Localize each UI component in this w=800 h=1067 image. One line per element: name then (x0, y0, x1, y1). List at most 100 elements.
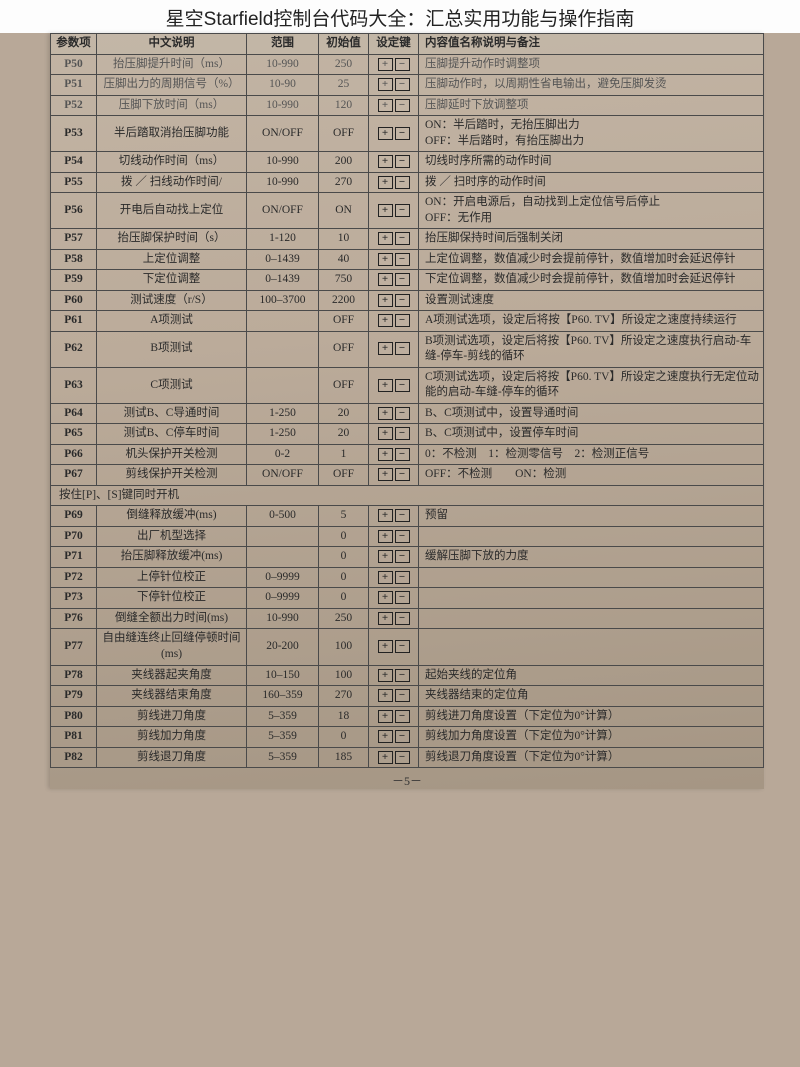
cell-param: P51 (51, 75, 97, 96)
cell-param: P77 (51, 629, 97, 665)
table-row: P52压脚下放时间（ms）10-990120+−压脚延时下放调整项 (51, 95, 764, 116)
cell-param: P79 (51, 686, 97, 707)
table-row: P82剪线退刀角度5–359185+−剪线退刀角度设置（下定位为0°计算） (51, 747, 764, 768)
document-sheet: 参数项 中文说明 范围 初始值 设定键 内容值名称说明与备注 P50抬压脚提升时… (50, 33, 764, 789)
plus-minus-icon: +− (378, 730, 410, 743)
cell-note: 抬压脚保持时间后强制关闭 (419, 229, 764, 250)
cell-key: +− (369, 608, 419, 629)
cell-desc: 测试B、C导通时间 (97, 403, 247, 424)
parameter-table: 参数项 中文说明 范围 初始值 设定键 内容值名称说明与备注 P50抬压脚提升时… (50, 33, 764, 768)
cell-param: P63 (51, 367, 97, 403)
cell-desc: 上定位调整 (97, 249, 247, 270)
cell-note (419, 588, 764, 609)
cell-param: P69 (51, 506, 97, 527)
cell-note (419, 567, 764, 588)
cell-note: 剪线进刀角度设置（下定位为0°计算） (419, 706, 764, 727)
cell-param: P50 (51, 54, 97, 75)
cell-param: P66 (51, 444, 97, 465)
cell-key: +− (369, 526, 419, 547)
plus-minus-icon: +− (378, 689, 410, 702)
cell-init: 120 (319, 95, 369, 116)
cell-range: 1-250 (247, 424, 319, 445)
cell-range: 0-500 (247, 506, 319, 527)
cell-key: +− (369, 95, 419, 116)
cell-note: B、C项测试中，设置导通时间 (419, 403, 764, 424)
plus-minus-icon: +− (378, 509, 410, 522)
cell-note: ON：开启电源后，自动找到上定位信号后停止OFF：无作用 (419, 193, 764, 229)
cell-range: 5–359 (247, 727, 319, 748)
cell-note: 预留 (419, 506, 764, 527)
page-number: －5－ (50, 768, 764, 789)
cell-init: 100 (319, 629, 369, 665)
cell-desc: 夹线器结束角度 (97, 686, 247, 707)
plus-minus-icon: +− (378, 612, 410, 625)
cell-key: +− (369, 270, 419, 291)
cell-init: 100 (319, 665, 369, 686)
cell-init: 20 (319, 424, 369, 445)
cell-init: OFF (319, 311, 369, 332)
table-row: P81剪线加力角度5–3590+−剪线加力角度设置（下定位为0°计算） (51, 727, 764, 748)
cell-init: 2200 (319, 290, 369, 311)
cell-range (247, 331, 319, 367)
plus-minus-icon: +− (378, 253, 410, 266)
cell-note: 设置测试速度 (419, 290, 764, 311)
cell-desc: 出厂机型选择 (97, 526, 247, 547)
plus-minus-icon: +− (378, 427, 410, 440)
cell-desc: A项测试 (97, 311, 247, 332)
plus-minus-icon: +− (378, 591, 410, 604)
cell-param: P72 (51, 567, 97, 588)
cell-note: 切线时序所需的动作时间 (419, 152, 764, 173)
table-row: P72上停针位校正0–99990+− (51, 567, 764, 588)
table-row: P58上定位调整0–143940+−上定位调整，数值减少时会提前停针，数值增加时… (51, 249, 764, 270)
cell-desc: 抬压脚提升时间（ms） (97, 54, 247, 75)
table-row: P71抬压脚释放缓冲(ms)0+−缓解压脚下放的力度 (51, 547, 764, 568)
cell-range (247, 311, 319, 332)
cell-desc: 剪线退刀角度 (97, 747, 247, 768)
cell-note: C项测试选项，设定后将按【P60. TV】所设定之速度执行无定位动能的启动-车缝… (419, 367, 764, 403)
cell-key: +− (369, 152, 419, 173)
cell-param: P58 (51, 249, 97, 270)
cell-param: P53 (51, 116, 97, 152)
cell-desc: 抬压脚保护时间（s） (97, 229, 247, 250)
cell-param: P52 (51, 95, 97, 116)
cell-init: 40 (319, 249, 369, 270)
cell-param: P76 (51, 608, 97, 629)
cell-note: 0：不检测 1：检测零信号 2：检测正信号 (419, 444, 764, 465)
cell-range: 100–3700 (247, 290, 319, 311)
cell-range: ON/OFF (247, 193, 319, 229)
cell-desc: 抬压脚释放缓冲(ms) (97, 547, 247, 568)
cell-range: 10-990 (247, 152, 319, 173)
cell-desc: B项测试 (97, 331, 247, 367)
cell-note: 剪线退刀角度设置（下定位为0°计算） (419, 747, 764, 768)
header-key: 设定键 (369, 34, 419, 55)
cell-desc: 拨 ／ 扫线动作时间/ (97, 172, 247, 193)
cell-desc: 倒缝释放缓冲(ms) (97, 506, 247, 527)
cell-note (419, 629, 764, 665)
cell-param: P71 (51, 547, 97, 568)
table-row: P56开电后自动找上定位ON/OFFON+−ON：开启电源后，自动找到上定位信号… (51, 193, 764, 229)
page-title: 星空Starfield控制台代码大全：汇总实用功能与操作指南 (0, 0, 800, 33)
cell-init: 5 (319, 506, 369, 527)
cell-init: 0 (319, 727, 369, 748)
cell-param: P78 (51, 665, 97, 686)
cell-range: 10-990 (247, 95, 319, 116)
cell-desc: 夹线器起夹角度 (97, 665, 247, 686)
cell-key: +− (369, 367, 419, 403)
cell-range: 20-200 (247, 629, 319, 665)
cell-init: 18 (319, 706, 369, 727)
cell-param: P61 (51, 311, 97, 332)
cell-note (419, 526, 764, 547)
cell-param: P73 (51, 588, 97, 609)
plus-minus-icon: +− (378, 176, 410, 189)
cell-range: 10-90 (247, 75, 319, 96)
table-row: P54切线动作时间（ms）10-990200+−切线时序所需的动作时间 (51, 152, 764, 173)
cell-key: +− (369, 116, 419, 152)
table-row: P69倒缝释放缓冲(ms)0-5005 +− 预留 (51, 506, 764, 527)
cell-key: +− (369, 686, 419, 707)
table-header-row: 参数项 中文说明 范围 初始值 设定键 内容值名称说明与备注 (51, 34, 764, 55)
cell-key: +− (369, 506, 419, 527)
cell-desc: 半后踏取消抬压脚功能 (97, 116, 247, 152)
table-row: P51压脚出力的周期信号（%）10-9025+−压脚动作时，以周期性省电输出，避… (51, 75, 764, 96)
plus-minus-icon: +− (378, 640, 410, 653)
cell-range: 5–359 (247, 747, 319, 768)
